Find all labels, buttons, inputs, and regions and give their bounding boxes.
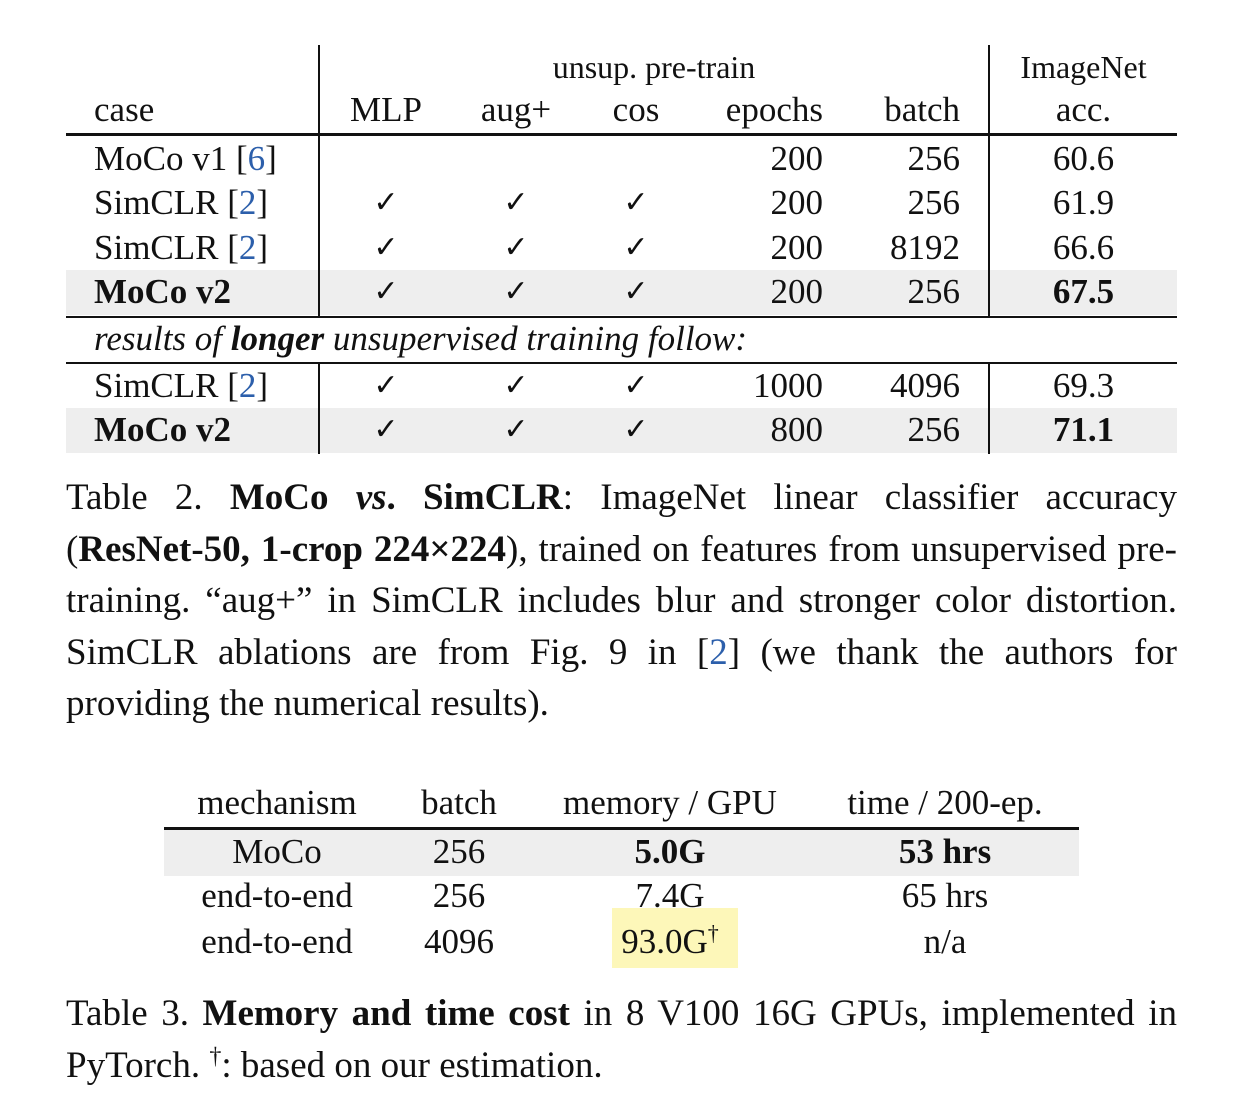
table-cell-batch: 256: [432, 832, 486, 871]
vertical-rule-right: [988, 45, 990, 316]
col-header-time: time / 200-ep.: [847, 783, 1043, 822]
table-cell-batch: 256: [907, 183, 961, 222]
vertical-rule-left-2: [318, 364, 320, 454]
highlight-mark: [612, 908, 738, 968]
table-cell-batch: 4096: [890, 366, 960, 405]
check-icon: ✓: [623, 274, 649, 309]
check-icon: ✓: [503, 274, 529, 309]
table-cell-acc: 67.5: [1052, 272, 1115, 311]
table-row-case: SimCLR [2]: [94, 183, 269, 222]
table-cell-batch: 256: [907, 410, 961, 449]
check-icon: ✓: [503, 412, 529, 447]
table-cell-time: 65 hrs: [901, 876, 989, 915]
table-cell-acc: 66.6: [1052, 228, 1115, 267]
table-cell-batch: 256: [907, 272, 961, 311]
table-cell-epochs: 1000: [753, 366, 823, 405]
table-cell-batch: 256: [907, 139, 961, 178]
check-icon: ✓: [503, 185, 529, 220]
col-header-batch: batch: [884, 90, 960, 129]
group-header: unsup. pre-train: [552, 49, 756, 85]
check-icon: ✓: [503, 230, 529, 265]
table-cell-epochs: 200: [770, 139, 824, 178]
col-header-mlp: MLP: [350, 90, 422, 129]
table-cell-mechanism: MoCo: [232, 832, 322, 871]
check-icon: ✓: [373, 412, 399, 447]
check-icon: ✓: [623, 185, 649, 220]
table-cell-epochs: 200: [770, 272, 824, 311]
check-icon: ✓: [623, 412, 649, 447]
table-cell-mechanism: end-to-end: [201, 922, 353, 961]
section-rule-top: [66, 316, 1177, 318]
section-rule-bottom: [66, 362, 1177, 364]
col-header-cos: cos: [612, 90, 660, 129]
col-header-mechanism: mechanism: [197, 783, 357, 822]
row-shade-moco: [164, 830, 1079, 876]
vertical-rule-right-2: [988, 364, 990, 454]
table-cell-memory: 93.0G†: [621, 920, 719, 961]
table-row-case: SimCLR [2]: [94, 228, 269, 267]
table-cell-batch: 4096: [424, 922, 494, 961]
vertical-rule-left: [318, 45, 320, 316]
table-cell-epochs: 200: [770, 228, 824, 267]
table-cell-time: n/a: [923, 922, 967, 961]
table-row-case: MoCo v2: [94, 272, 232, 311]
header-rule: [164, 827, 1079, 830]
check-icon: ✓: [373, 274, 399, 309]
imagenet-header: ImageNet: [1020, 49, 1147, 85]
col-header-memory: memory / GPU: [563, 783, 777, 822]
check-icon: ✓: [373, 185, 399, 220]
table-cell-time: 53 hrs: [898, 832, 992, 871]
table-cell-memory: 5.0G: [634, 832, 706, 871]
table-cell-batch: 8192: [890, 228, 960, 267]
table-cell-acc: 61.9: [1052, 183, 1115, 222]
table-row-case: MoCo v2: [94, 410, 232, 449]
table-cell-acc: 71.1: [1052, 410, 1115, 449]
row-shade-moco-v2-long: [66, 408, 1177, 453]
col-header-aug: aug+: [480, 90, 552, 129]
check-icon: ✓: [373, 230, 399, 265]
table-cell-batch: 256: [432, 876, 486, 915]
table-row-case: MoCo v1 [6]: [94, 139, 277, 178]
table-2-caption: Table 2. MoCo vs. SimCLR: ImageNet linea…: [66, 477, 1177, 724]
table-cell-epochs: 800: [770, 410, 824, 449]
col-header-case: case: [94, 90, 155, 129]
header-rule: [66, 133, 1177, 136]
col-header-epochs: epochs: [725, 90, 823, 129]
table-cell-epochs: 200: [770, 183, 824, 222]
check-icon: ✓: [623, 368, 649, 403]
col-header-acc: acc.: [1055, 90, 1112, 129]
table-cell-acc: 60.6: [1052, 139, 1115, 178]
check-icon: ✓: [623, 230, 649, 265]
table-cell-mechanism: end-to-end: [201, 876, 353, 915]
check-icon: ✓: [503, 368, 529, 403]
row-shade-moco-v2: [66, 270, 1177, 315]
table-3-caption: Table 3. Memory and time cost in 8 V100 …: [66, 993, 1177, 1086]
check-icon: ✓: [373, 368, 399, 403]
table-row-case: SimCLR [2]: [94, 366, 269, 405]
table-cell-acc: 69.3: [1052, 366, 1115, 405]
section-note: results of longer unsupervised training …: [94, 319, 748, 358]
col-header-batch: batch: [421, 783, 497, 822]
